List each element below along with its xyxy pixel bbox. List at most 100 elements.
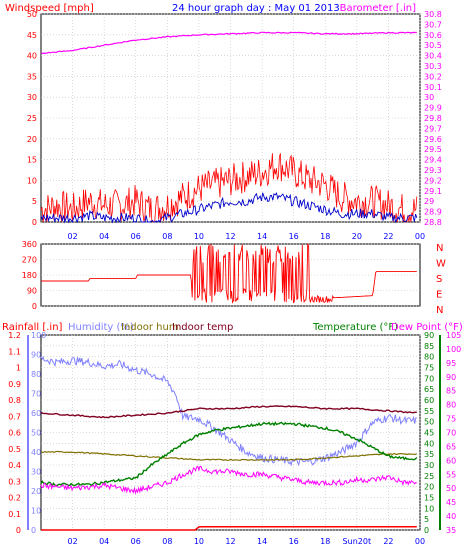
humidity-axis-tick-label: 80 xyxy=(31,370,41,379)
temp-panel-x-tick-label: 14 xyxy=(257,537,267,546)
dewpoint-axis-tick-label: 45 xyxy=(446,498,456,507)
indoor-hum-label: Indoor hum xyxy=(121,322,179,333)
direction-axis-tick-label: 0 xyxy=(32,302,37,311)
dewpoint-axis-tick-label: 100 xyxy=(446,345,461,354)
barometer-axis-tick-label: 29.9 xyxy=(424,104,442,113)
humidity-line xyxy=(40,355,417,467)
dewpoint-axis-tick-label: 70 xyxy=(446,429,456,438)
temp-panel-x-tick-label: 22 xyxy=(383,537,393,546)
rain-axis-tick-label: 1.1 xyxy=(8,347,21,356)
temperature-axis-tick-label: 30 xyxy=(424,461,434,470)
rain-line xyxy=(41,526,417,531)
temperature-axis-tick-label: 75 xyxy=(424,364,434,373)
temperature-axis-tick-label: 35 xyxy=(424,450,434,459)
barometer-axis-tick-label: 28.8 xyxy=(424,218,442,227)
temp-panel-x-tick-label: 00 xyxy=(415,537,425,546)
dewpoint-axis-tick-label: 105 xyxy=(446,331,461,340)
humidity-axis-tick-label: 100 xyxy=(31,331,46,340)
temperature-axis-tick-label: 60 xyxy=(424,396,434,405)
direction-axis-tick-label: 360 xyxy=(22,240,37,249)
temperature-axis-tick-label: 55 xyxy=(424,407,434,416)
humidity-label: Humidity (%) xyxy=(68,322,134,333)
barometer-axis-label: Barometer [.in] xyxy=(340,3,416,14)
dewpoint-axis-tick-label: 95 xyxy=(446,359,456,368)
indoor-hum-line xyxy=(40,450,418,462)
wind-panel-x-tick-label: 00 xyxy=(415,232,425,241)
rain-axis-tick-label: 0.6 xyxy=(8,429,21,438)
wind-panel-x-tick-label: 18 xyxy=(320,232,330,241)
barometer-axis-tick-label: 30.2 xyxy=(424,72,442,81)
temp-panel-x-tick-label: 16 xyxy=(289,537,299,546)
windspeed-axis-tick-label: 40 xyxy=(27,52,37,61)
direction-axis-tick-label: 180 xyxy=(22,271,37,280)
temp-panel-x-tick-label: 10 xyxy=(194,537,204,546)
compass-label: S xyxy=(436,274,442,285)
chart-title: 24 hour graph day : May 01 2013 xyxy=(172,3,340,14)
temperature-axis-tick-label: 85 xyxy=(424,342,434,351)
windspeed-axis-tick-label: 5 xyxy=(32,197,37,206)
windspeed-axis-tick-label: 30 xyxy=(27,93,37,102)
barometer-axis-tick-label: 29.1 xyxy=(424,187,442,196)
windavg-line xyxy=(40,192,418,224)
temp-panel-x-tick-label: 06 xyxy=(131,537,141,546)
temperature-label: Temperature (°F) xyxy=(312,322,398,333)
compass-label: W xyxy=(436,259,446,270)
dewpoint-axis-tick-label: 50 xyxy=(446,484,456,493)
wind-panel-x-tick-label: 04 xyxy=(99,232,109,241)
barometer-axis-tick-label: 30.7 xyxy=(424,20,442,29)
rain-axis-tick-label: 1.2 xyxy=(8,331,21,340)
temperature-axis-tick-label: 70 xyxy=(424,374,434,383)
humidity-axis-tick-label: 0 xyxy=(31,526,36,535)
windspeed-axis-tick-label: 15 xyxy=(27,156,37,165)
barometer-axis-tick-label: 29 xyxy=(424,197,434,206)
barometer-axis-tick-label: 30.3 xyxy=(424,62,442,71)
barometer-axis-tick-label: 30.8 xyxy=(424,10,442,19)
windspeed-axis-tick-label: 50 xyxy=(27,10,37,19)
barometer-axis-tick-label: 30.1 xyxy=(424,83,442,92)
barometer-axis-tick-label: 30 xyxy=(424,93,434,102)
dewpoint-axis-tick-label: 60 xyxy=(446,456,456,465)
rain-axis-tick-label: 1 xyxy=(16,364,21,373)
humidity-axis-tick-label: 30 xyxy=(31,468,41,477)
windspeed-line xyxy=(40,153,418,223)
humidity-axis-tick-label: 50 xyxy=(31,429,41,438)
temperature-axis-tick-label: 45 xyxy=(424,429,434,438)
wind-panel-x-tick-label: 08 xyxy=(162,232,172,241)
humidity-axis-tick-label: 90 xyxy=(31,351,41,360)
direction-line xyxy=(41,242,417,304)
barometer-axis-tick-label: 28.9 xyxy=(424,208,442,217)
wind-panel-x-tick-label: 14 xyxy=(257,232,267,241)
wind-panel-x-tick-label: 12 xyxy=(225,232,235,241)
dewpoint-axis-tick-label: 65 xyxy=(446,442,456,451)
humidity-axis-tick-label: 20 xyxy=(31,487,41,496)
rainfall-label: Rainfall [.in] xyxy=(2,322,63,333)
dewpoint-axis-tick-label: 40 xyxy=(446,512,456,521)
rain-axis-tick-label: 0.8 xyxy=(8,396,21,405)
rain-axis-tick-label: 0.1 xyxy=(8,510,21,519)
wind-panel-x-tick-label: 02 xyxy=(67,232,77,241)
plot-layer: 0510152025303540455028.828.92929.129.229… xyxy=(8,10,461,546)
barometer-axis-tick-label: 30.4 xyxy=(424,52,442,61)
barometer-axis-tick-label: 30.6 xyxy=(424,31,442,40)
barometer-axis-tick-label: 29.8 xyxy=(424,114,442,123)
windspeed-axis-tick-label: 45 xyxy=(27,31,37,40)
humidity-axis-tick-label: 10 xyxy=(31,507,41,516)
temp-panel-x-tick-label: 04 xyxy=(99,537,109,546)
compass-label: N xyxy=(436,243,443,254)
wind-panel-x-tick-label: 06 xyxy=(131,232,141,241)
humidity-axis-tick-label: 70 xyxy=(31,390,41,399)
temp-panel-x-tick-label: 02 xyxy=(67,537,77,546)
temperature-axis-tick-label: 15 xyxy=(424,494,434,503)
dewpoint-axis-tick-label: 55 xyxy=(446,470,456,479)
rain-axis-tick-label: 0.3 xyxy=(8,477,21,486)
direction-axis-tick-label: 270 xyxy=(22,256,37,265)
windspeed-axis-tick-label: 0 xyxy=(32,218,37,227)
barometer-line xyxy=(40,31,417,55)
rain-axis-tick-label: 0.5 xyxy=(8,445,21,454)
rain-axis-tick-label: 0.7 xyxy=(8,412,21,421)
barometer-axis-tick-label: 29.4 xyxy=(424,156,442,165)
temp-panel-x-tick-label: 12 xyxy=(225,537,235,546)
wind-panel-x-tick-label: 22 xyxy=(383,232,393,241)
temperature-axis-tick-label: 0 xyxy=(424,526,429,535)
